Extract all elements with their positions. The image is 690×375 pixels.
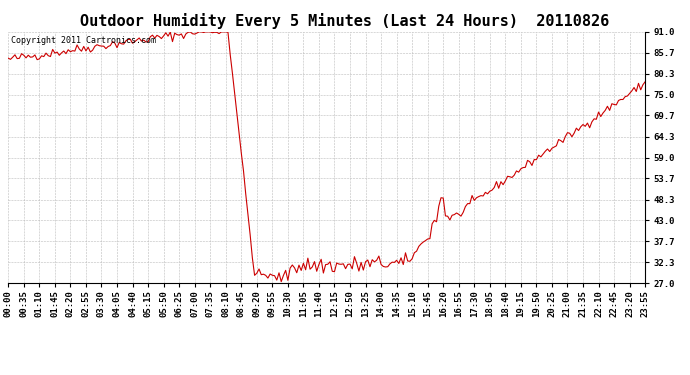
Text: Copyright 2011 Cartronics.com: Copyright 2011 Cartronics.com	[12, 36, 157, 45]
Text: Outdoor Humidity Every 5 Minutes (Last 24 Hours)  20110826: Outdoor Humidity Every 5 Minutes (Last 2…	[80, 13, 610, 29]
